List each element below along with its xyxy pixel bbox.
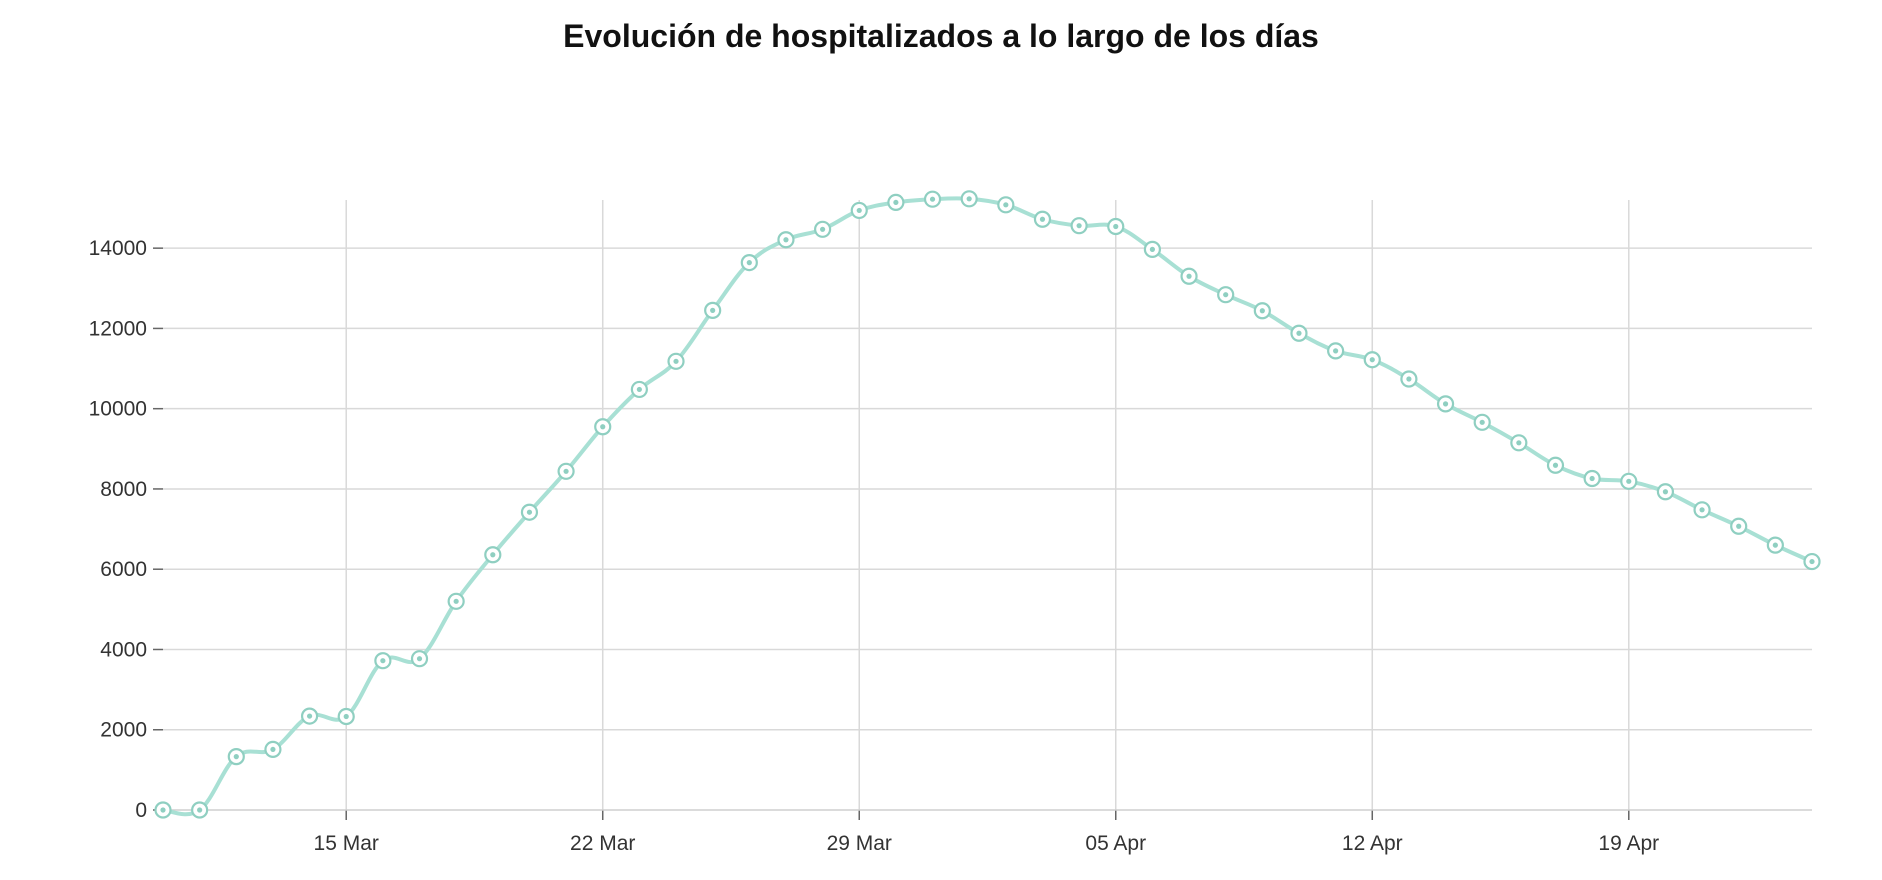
y-tick-label: 2000 xyxy=(100,719,147,742)
chart-title: Evolución de hospitalizados a lo largo d… xyxy=(563,18,1319,54)
data-point-center xyxy=(1149,246,1155,252)
data-point-center xyxy=(233,754,239,760)
data-point-center xyxy=(1406,376,1412,382)
data-point-center xyxy=(1003,202,1009,208)
data-point-center xyxy=(563,468,569,474)
data-point-center xyxy=(1039,216,1046,222)
data-point-center xyxy=(1516,440,1522,446)
data-point-center xyxy=(1223,292,1229,298)
x-tick-label: 15 Mar xyxy=(314,832,379,855)
data-point-center xyxy=(1296,330,1302,336)
series-layer xyxy=(162,196,1813,817)
data-point-center xyxy=(636,386,642,393)
grid xyxy=(163,200,1812,810)
data-point-center xyxy=(1333,348,1339,354)
axes: 0 2000 4000 6000 8000 10000 12000 14000 15 Mar 22… xyxy=(89,237,1812,855)
data-point-center xyxy=(1772,542,1778,548)
data-point-center xyxy=(710,307,716,313)
y-tick-label: 14000 xyxy=(89,237,147,260)
data-point-center xyxy=(1809,558,1815,565)
y-tick-label: 4000 xyxy=(100,638,147,661)
data-point-center xyxy=(160,807,166,813)
x-tick-label: 19 Apr xyxy=(1598,832,1659,855)
data-point-center xyxy=(306,713,313,719)
data-point-center xyxy=(966,196,972,202)
x-tick-label: 29 Mar xyxy=(827,832,892,855)
y-tick-label: 8000 xyxy=(100,478,147,501)
data-point-center xyxy=(820,226,826,232)
data-point-center xyxy=(783,237,789,243)
data-point-center xyxy=(1186,273,1192,279)
data-point-center xyxy=(380,658,386,664)
data-point-center xyxy=(1699,507,1705,513)
data-point-center xyxy=(600,424,606,430)
data-point-center xyxy=(270,746,276,753)
series-line xyxy=(162,196,1813,817)
data-point-center xyxy=(673,358,679,364)
data-point-center xyxy=(490,552,496,558)
data-point-center xyxy=(1369,357,1375,363)
data-point-center xyxy=(197,807,203,813)
data-point-center xyxy=(453,598,459,604)
data-point-center xyxy=(416,656,423,662)
data-point-center xyxy=(856,207,862,214)
data-point-center xyxy=(1736,523,1742,529)
data-point-center xyxy=(343,713,349,720)
data-point-center xyxy=(526,509,533,515)
data-point-center xyxy=(1552,462,1559,468)
data-point-center xyxy=(893,199,899,206)
x-tick-label: 22 Mar xyxy=(570,832,635,855)
y-tick-label: 12000 xyxy=(89,317,147,340)
y-tick-label: 6000 xyxy=(100,558,147,581)
data-point-center xyxy=(1259,308,1265,314)
x-tick-label: 12 Apr xyxy=(1342,832,1403,855)
data-point-center xyxy=(1589,475,1595,482)
data-point-center xyxy=(746,260,752,266)
data-point-center xyxy=(1076,223,1082,229)
data-point-center xyxy=(929,196,936,202)
marker-layer xyxy=(154,190,1821,819)
y-tick-label: 10000 xyxy=(89,398,147,421)
y-tick-label: 0 xyxy=(135,799,147,822)
data-point-center xyxy=(1113,223,1119,230)
data-point-center xyxy=(1626,478,1632,484)
data-point-center xyxy=(1442,401,1449,407)
x-tick-label: 05 Apr xyxy=(1085,832,1146,855)
data-point-center xyxy=(1479,419,1485,425)
data-point-center xyxy=(1662,489,1669,495)
